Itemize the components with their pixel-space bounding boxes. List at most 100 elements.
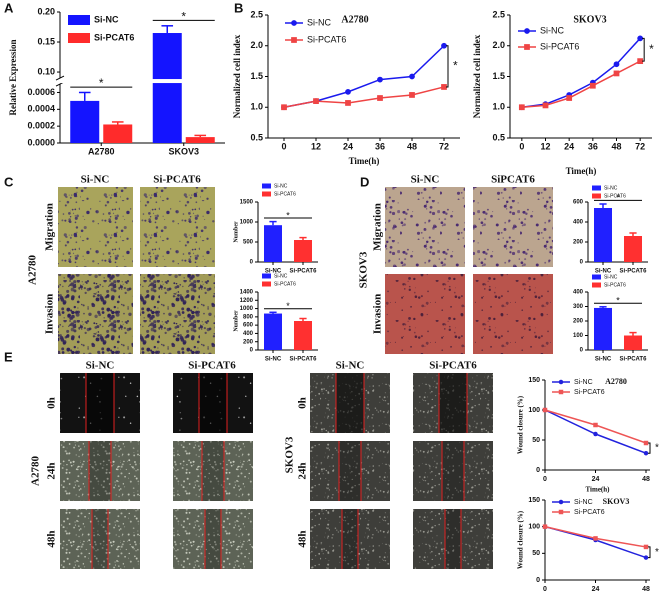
y-axis-label: Number xyxy=(233,221,239,243)
significance-label: * xyxy=(453,59,458,73)
x-tick-label: 0 xyxy=(543,476,547,483)
x-axis-label: Time(h) xyxy=(566,166,597,176)
point xyxy=(589,82,596,89)
y-tick-label: 0 xyxy=(580,348,584,354)
micrograph xyxy=(473,274,553,354)
row-label: 0h xyxy=(297,397,309,409)
y-tick-label: 0.0004 xyxy=(27,104,55,114)
micrograph xyxy=(385,187,465,267)
y-tick-label: 0.20 xyxy=(37,6,55,16)
micrographs xyxy=(58,187,553,569)
scratch-gap xyxy=(205,509,221,569)
point xyxy=(377,95,383,101)
bar xyxy=(264,313,282,350)
legend-marker xyxy=(291,37,297,43)
bar xyxy=(594,307,612,350)
y-tick-label: 1200 xyxy=(240,298,254,304)
y-tick-label: 0.0002 xyxy=(27,121,55,131)
point xyxy=(345,88,351,95)
cell-line-label: A2780 xyxy=(30,456,42,486)
y-tick-label: 0.10 xyxy=(37,66,55,76)
x-tick-label: 36 xyxy=(375,141,385,151)
y-tick-label: 0.5 xyxy=(250,132,263,142)
chart: 0.5 1.0 1.5 2.0 2.5 Normalized cell index Time… xyxy=(232,9,460,166)
micrograph xyxy=(58,187,133,267)
axis-break-gap xyxy=(61,79,226,84)
point xyxy=(542,102,549,109)
y-tick-label: 0.5 xyxy=(492,132,505,142)
bar xyxy=(152,33,182,143)
legend-label: Si-PCAT6 xyxy=(540,41,579,51)
panel-letter: D xyxy=(360,174,369,189)
x-tick-label: 24 xyxy=(592,476,600,483)
legend-label: Si-NC xyxy=(604,274,618,280)
x-tick-label: 12 xyxy=(311,141,321,151)
chart: 0.5 1.0 1.5 2.0 2.5 Normalized cell index Time… xyxy=(472,9,654,176)
y-tick-label: 1.0 xyxy=(492,102,505,112)
legend-label: Si-PCAT6 xyxy=(604,282,626,288)
scratch-gap xyxy=(92,509,108,569)
series-line xyxy=(283,86,445,108)
legend-swatch xyxy=(262,183,271,189)
bar xyxy=(624,335,642,350)
y-tick-label: 1.5 xyxy=(492,71,505,81)
legend-swatch xyxy=(262,273,271,279)
charts: 0.0000 0.0002 0.0004 0.0006 0.10 0.15 0.20 Rela… xyxy=(8,6,659,592)
cell-line-label: SKOV3 xyxy=(358,251,370,288)
chart: 0.0000 0.0002 0.0004 0.0006 0.10 0.15 0.20 Rela… xyxy=(8,6,226,156)
y-tick-label: 200 xyxy=(573,240,584,246)
bar xyxy=(264,225,282,262)
x-tick-label: 24 xyxy=(592,586,600,593)
chart: 0 500 1000 1500 Number Si-NC Si-PCAT6 Si-NC Si-P… xyxy=(233,183,318,275)
y-axis-label: Wound closure (%) xyxy=(517,395,525,454)
bar xyxy=(624,236,642,262)
x-tick-label: 0 xyxy=(543,586,547,593)
x-tick-label: 72 xyxy=(635,141,645,151)
y-tick-label: 100 xyxy=(528,407,540,414)
bar xyxy=(70,100,100,143)
chart-title: A2780 xyxy=(605,377,627,386)
legend-marker xyxy=(558,389,564,395)
chart-title: SKOV3 xyxy=(603,497,630,506)
cell-line-label: SKOV3 xyxy=(284,436,296,473)
panel-letter: C xyxy=(4,174,14,189)
legend-label: Si-PCAT6 xyxy=(574,389,605,396)
y-tick-label: 300 xyxy=(573,304,584,310)
significance-bracket xyxy=(446,45,449,88)
y-tick-label: 500 xyxy=(243,240,254,246)
row-label: 24h xyxy=(297,462,309,479)
x-tick-label: 12 xyxy=(540,141,550,151)
legend-label: Si-PCAT6 xyxy=(604,193,626,199)
legend-marker xyxy=(524,28,530,34)
legend-label: Si-NC xyxy=(604,185,618,191)
y-tick-label: 0.0000 xyxy=(27,137,55,147)
significance-label: * xyxy=(181,9,186,23)
significance-label: * xyxy=(286,210,290,220)
point xyxy=(542,524,548,529)
legend-label: Si-NC xyxy=(574,379,593,386)
y-tick-label: 150 xyxy=(528,497,540,504)
legend-swatch xyxy=(592,282,601,288)
y-tick-label: 0.15 xyxy=(37,36,55,46)
column-label: Si-PCAT6 xyxy=(153,174,201,186)
row-label: 48h xyxy=(297,530,309,547)
significance-label: * xyxy=(655,547,659,558)
legend-label: Si-NC xyxy=(274,273,288,279)
micrograph xyxy=(60,509,140,569)
point xyxy=(518,104,525,111)
y-tick-label: 600 xyxy=(573,200,584,206)
y-tick-label: 1400 xyxy=(240,290,254,296)
y-axis-label: Relative Expression xyxy=(8,39,18,115)
row-label: Invasion xyxy=(44,294,56,334)
legend-swatch xyxy=(592,185,601,191)
point xyxy=(281,104,287,111)
row-label: Migration xyxy=(372,203,384,251)
micrograph xyxy=(310,509,390,569)
column-label: Si-NC xyxy=(336,360,365,372)
micrograph xyxy=(60,441,140,501)
column-label: Si-NC xyxy=(86,360,115,372)
y-tick-label: 800 xyxy=(243,314,254,320)
scratch-gap xyxy=(442,441,464,501)
bar xyxy=(294,240,312,262)
